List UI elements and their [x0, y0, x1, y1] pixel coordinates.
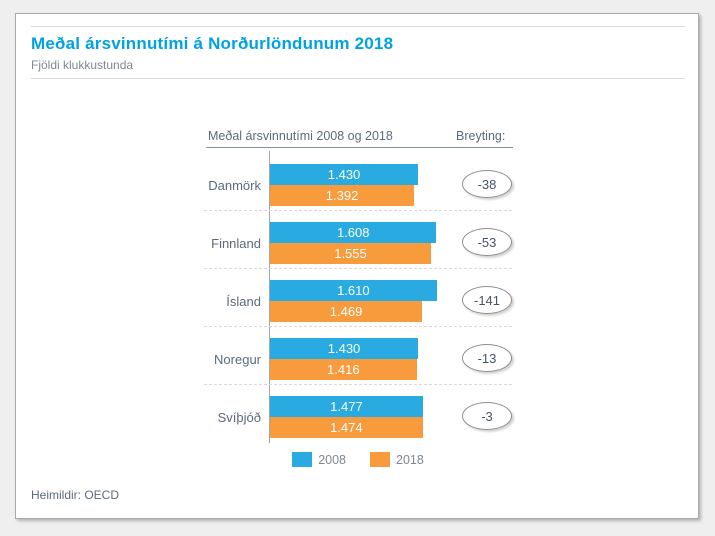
- bar-2018-value: 1.469: [329, 304, 363, 319]
- chart-header-left: Meðal ársvinnutími 2008 og 2018: [208, 129, 393, 143]
- page-title: Meðal ársvinnutími á Norðurlöndunum 2018: [31, 34, 394, 53]
- row-separator: [204, 384, 512, 385]
- bar-2018-value: 1.392: [325, 188, 359, 203]
- bar-2008: 1.430: [270, 164, 419, 185]
- chart-row: Finnland 1.608 1.555 -53: [16, 222, 700, 280]
- change-badge: -141: [462, 286, 512, 314]
- legend: 2008 2018: [16, 452, 700, 467]
- legend-item: 2018: [370, 452, 424, 467]
- bar-2018-value: 1.474: [330, 420, 363, 435]
- country-label: Svíþjóð: [217, 409, 261, 425]
- change-badge-value: -53: [477, 234, 497, 250]
- chart-header-underline: [206, 147, 513, 148]
- bar-2018: 1.392: [270, 185, 415, 206]
- legend-item: 2008: [292, 452, 346, 467]
- change-badge: -3: [462, 402, 512, 430]
- change-badge-value: -3: [481, 408, 493, 424]
- chart-row: Svíþjóð 1.477 1.474 -3: [16, 396, 700, 454]
- bar-group: 1.430 1.416: [270, 338, 446, 380]
- chart-row: Noregur 1.430 1.416 -13: [16, 338, 700, 396]
- bar-2008: 1.477: [270, 396, 423, 417]
- legend-swatch: [292, 452, 313, 467]
- bar-2018-value: 1.416: [327, 362, 360, 377]
- bar-2008: 1.430: [270, 338, 419, 359]
- axis-line: [269, 151, 270, 443]
- row-separator: [204, 326, 512, 327]
- bar-2008: 1.608: [270, 222, 437, 243]
- chart-rows: Danmörk 1.430 1.392 -38 Finnland 1.608 1…: [16, 164, 700, 454]
- page-subtitle: Fjöldi klukkustunda: [31, 58, 134, 72]
- row-separator: [204, 210, 512, 211]
- bar-group: 1.610 1.469: [270, 280, 446, 322]
- bar-2008-value: 1.608: [336, 225, 370, 240]
- bar-2018: 1.416: [270, 359, 417, 380]
- change-badge-value: -13: [477, 350, 497, 366]
- change-badge: -13: [462, 344, 512, 372]
- bar-group: 1.430 1.392: [270, 164, 446, 206]
- bar-2008-value: 1.610: [337, 283, 370, 298]
- change-badge-value: -141: [473, 292, 501, 308]
- row-separator: [204, 268, 512, 269]
- bar-2018: 1.469: [270, 301, 423, 322]
- bar-group: 1.477 1.474: [270, 396, 446, 438]
- chart-header-right: Breyting:: [456, 129, 506, 143]
- chart-row: Ísland 1.610 1.469 -141: [16, 280, 700, 338]
- source-note: Heimildir: OECD: [31, 488, 120, 502]
- bar-2018-value: 1.555: [334, 246, 367, 261]
- country-label: Ísland: [226, 293, 261, 309]
- top-divider: [31, 26, 685, 27]
- legend-label: 2018: [396, 452, 424, 467]
- country-label: Finnland: [211, 235, 261, 251]
- change-badge: -53: [462, 228, 512, 256]
- bar-2018: 1.555: [270, 243, 431, 264]
- change-badge-value: -38: [477, 176, 497, 192]
- legend-swatch: [370, 452, 390, 467]
- legend-label: 2008: [318, 452, 346, 467]
- bar-2018: 1.474: [270, 417, 423, 438]
- chart-card: Meðal ársvinnutími á Norðurlöndunum 2018…: [15, 13, 699, 519]
- bar-2008-value: 1.430: [327, 167, 361, 182]
- bar-group: 1.608 1.555: [270, 222, 446, 264]
- change-badge: -38: [462, 170, 512, 198]
- bar-2008: 1.610: [270, 280, 437, 301]
- chart-row: Danmörk 1.430 1.392 -38: [16, 164, 700, 222]
- subtitle-divider: [31, 78, 685, 79]
- country-label: Danmörk: [208, 177, 261, 193]
- bar-2008-value: 1.430: [327, 341, 361, 356]
- country-label: Noregur: [214, 351, 261, 367]
- bar-2008-value: 1.477: [330, 399, 363, 414]
